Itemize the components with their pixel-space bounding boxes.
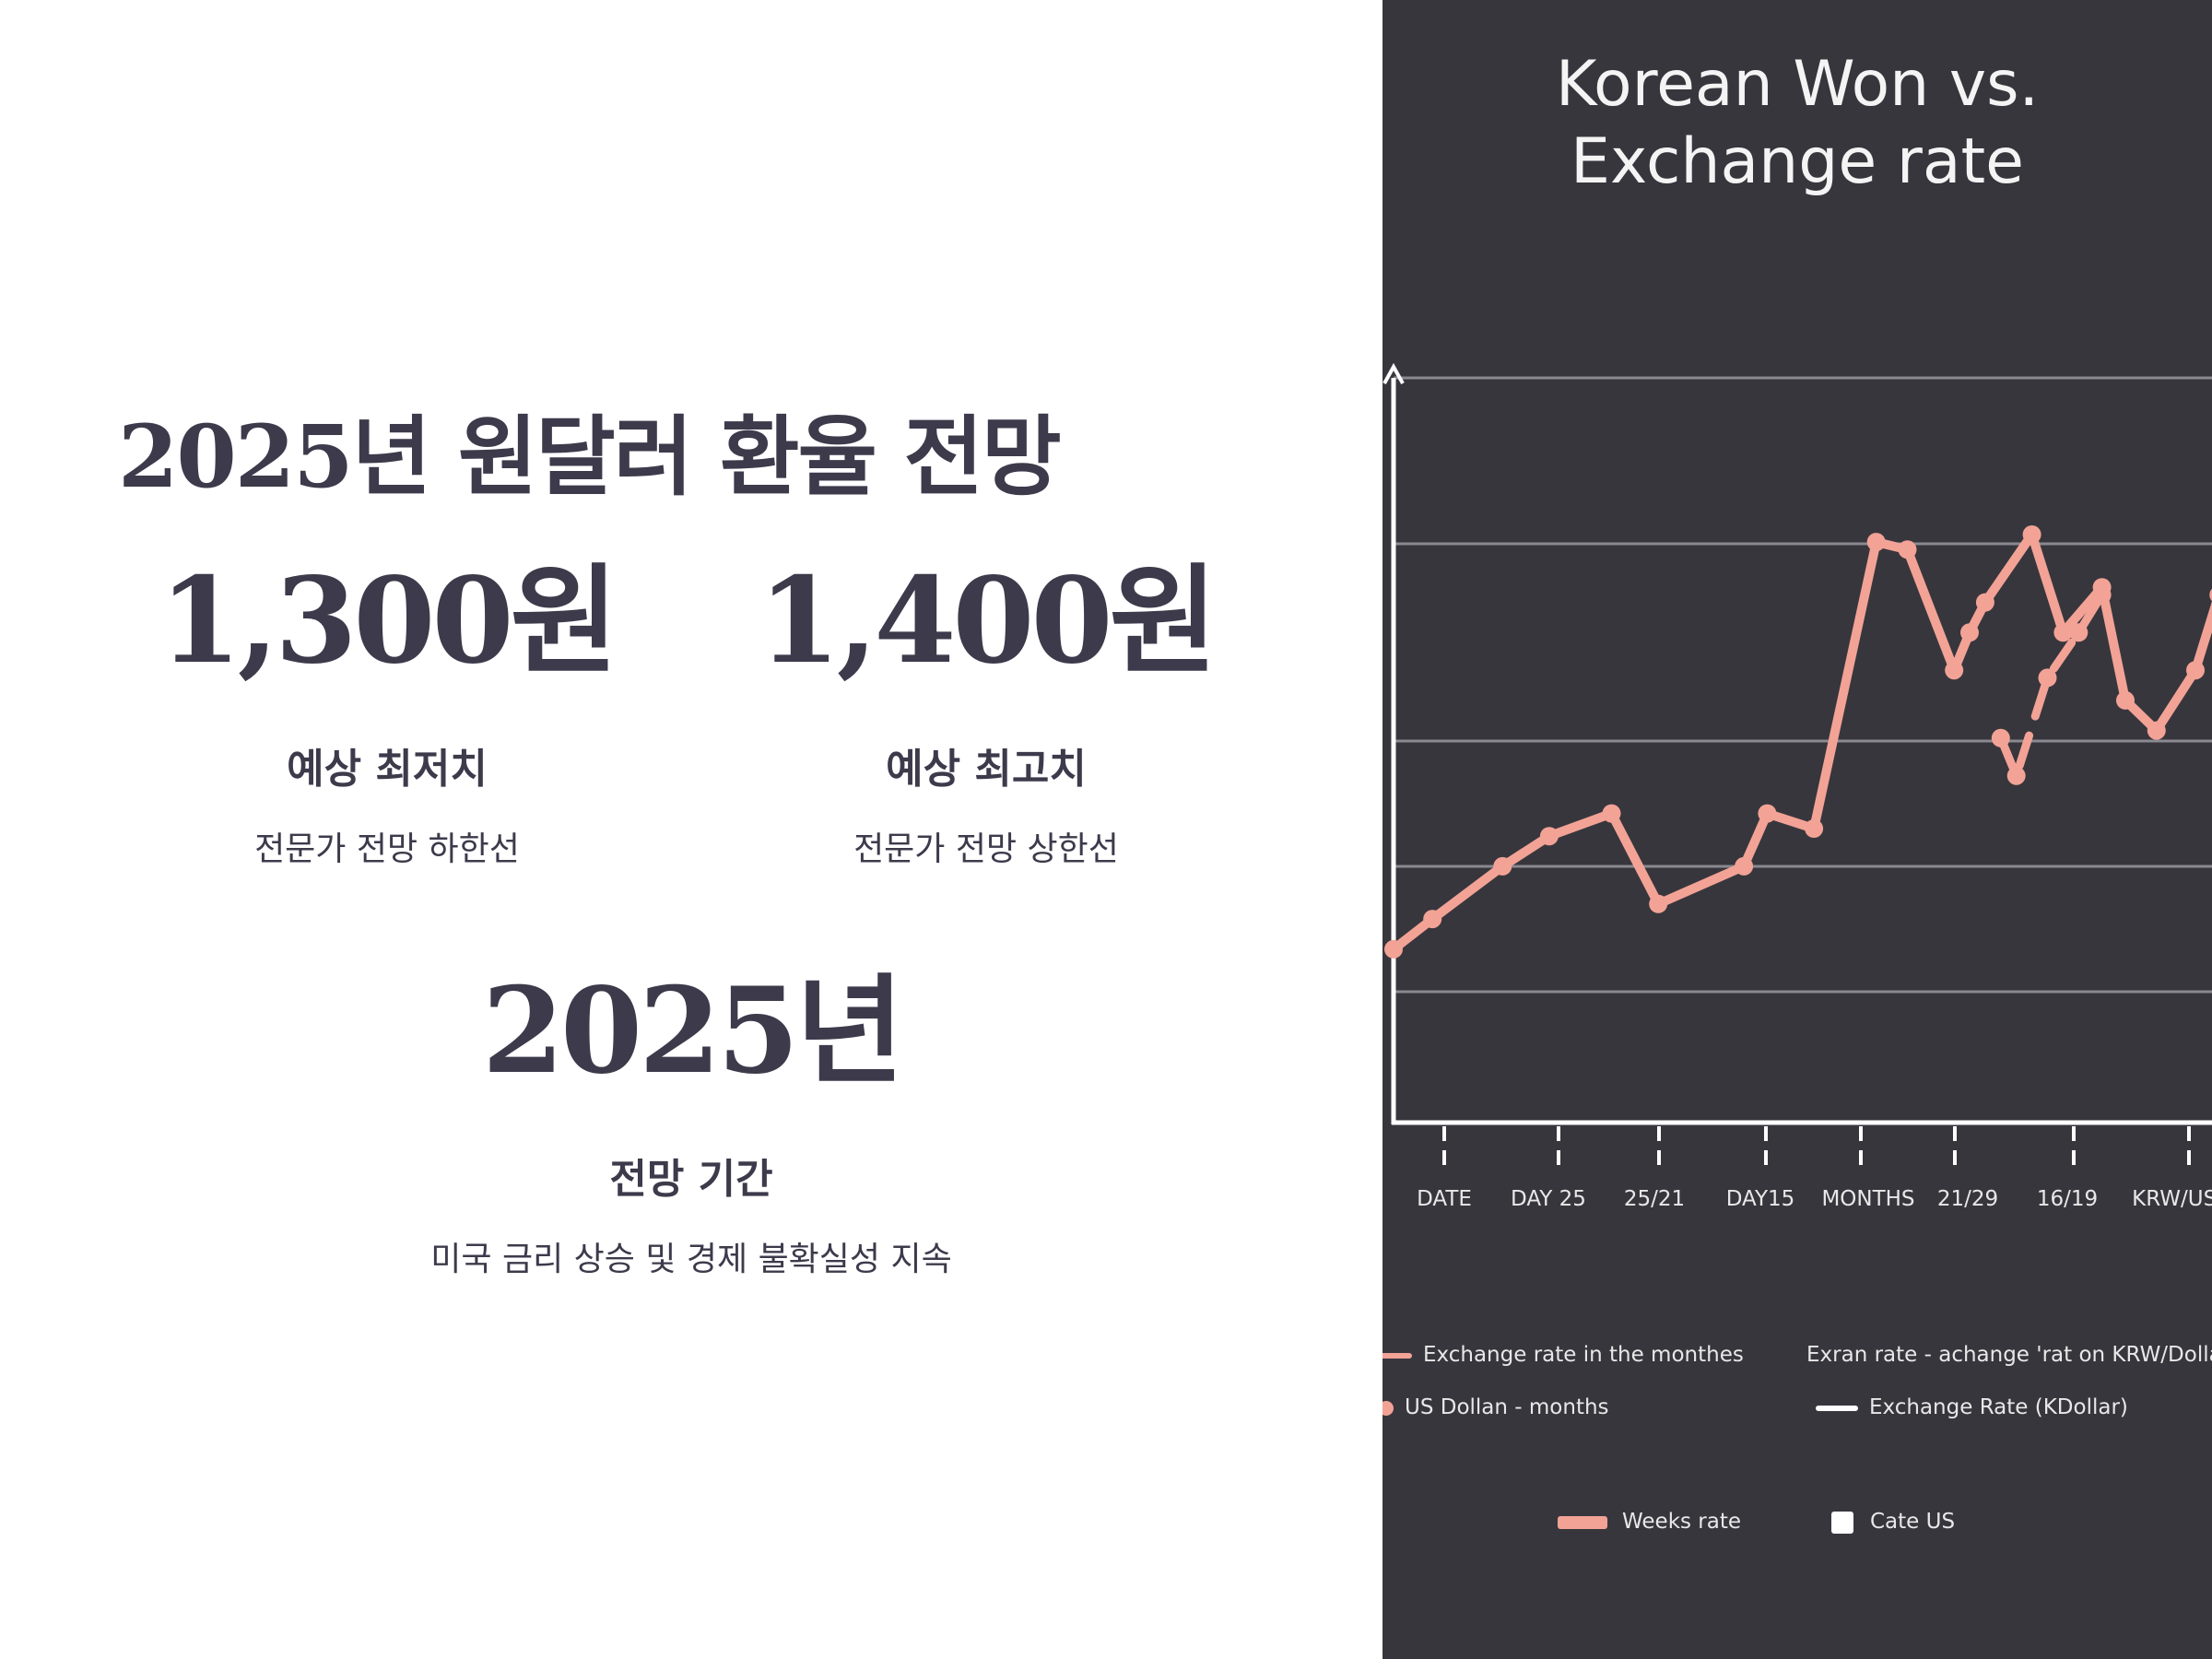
page-title: 2025년 원달러 환율 전망 bbox=[118, 406, 1062, 508]
x-tick-label: KRW/USD bbox=[2132, 1187, 2212, 1211]
data-point bbox=[2038, 668, 2057, 688]
legend-label: Weeks rate bbox=[1622, 1510, 1742, 1534]
stat-max-value: 1,400원 bbox=[758, 552, 1218, 690]
stat-max: 1,400원 예상 최고치 전문가 전망 상한선 bbox=[728, 562, 1244, 870]
data-point bbox=[1423, 910, 1442, 929]
legend-item-usd: US Dollan - months bbox=[1382, 1395, 1609, 1419]
legend-item-cate-us: Cate US bbox=[1831, 1510, 1955, 1534]
data-point bbox=[2116, 690, 2135, 710]
legend-label: US Dollan - months bbox=[1405, 1395, 1609, 1419]
legend-square-icon bbox=[1831, 1511, 1853, 1534]
data-point bbox=[2092, 585, 2112, 605]
legend-line-icon bbox=[1816, 1405, 1858, 1411]
series-line-2 bbox=[1996, 590, 2107, 781]
legend-item-weeks: Weeks rate bbox=[1558, 1510, 1741, 1534]
exchange-rate-chart: DATE DAY 25 25/21 DAY15 MONTHS 21/29 16/19 KRW/… bbox=[1382, 362, 2212, 1211]
legend-label: Exran rate - achange 'rat on KRW/Dollars bbox=[1806, 1343, 2212, 1367]
x-tick-label: DATE bbox=[1417, 1187, 1472, 1211]
stat-min-value: 1,300원 bbox=[159, 552, 619, 690]
chart-panel: Korean Won vs. Exchange rate DATE DAY 25 25… bbox=[1382, 0, 2212, 1659]
legend-label: Cate US bbox=[1870, 1510, 1956, 1534]
stat-min-label: 예상 최저치 bbox=[287, 746, 488, 793]
data-point bbox=[1384, 939, 1403, 959]
data-point bbox=[1493, 856, 1512, 876]
data-point bbox=[1602, 804, 1621, 823]
legend-label: Exchange Rate (KDollar) bbox=[1869, 1395, 2128, 1419]
x-tick-label: DAY15 bbox=[1726, 1187, 1795, 1211]
data-point bbox=[1898, 540, 1917, 559]
legend-label: Exchange rate in the monthes bbox=[1423, 1343, 1744, 1367]
x-tick-label: DAY 25 bbox=[1511, 1187, 1586, 1211]
legend-item-monthly: Exchange rate in the monthes bbox=[1382, 1343, 1744, 1367]
x-tick-label: 21/29 bbox=[1937, 1187, 1998, 1211]
stat-max-label: 예상 최고치 bbox=[886, 746, 1087, 793]
stat-period-value: 2025년 bbox=[481, 962, 904, 1100]
legend-line-icon bbox=[1382, 1352, 1412, 1359]
data-point bbox=[2209, 588, 2212, 602]
data-point bbox=[2006, 766, 2026, 785]
legend-item-krw: Exran rate - achange 'rat on KRW/Dollars bbox=[1806, 1343, 2212, 1367]
stat-period-label: 전망 기간 bbox=[609, 1156, 773, 1203]
data-point bbox=[2069, 623, 2088, 642]
data-point bbox=[2147, 721, 2166, 740]
x-tick-label: 16/19 bbox=[2037, 1187, 2098, 1211]
stat-period-desc: 미국 금리 상승 및 경제 불확실성 지속 bbox=[430, 1241, 952, 1278]
data-point bbox=[1805, 819, 1824, 838]
stat-min-desc: 전문가 전망 하한선 bbox=[254, 830, 520, 868]
data-point bbox=[1539, 827, 1559, 846]
data-point bbox=[1758, 804, 1777, 823]
y-axis-arrow bbox=[1382, 362, 1405, 384]
data-point bbox=[2022, 525, 2041, 544]
stat-period: 2025년 전망 기간 미국 금리 상승 및 경제 불확실성 지속 bbox=[369, 972, 1014, 1280]
x-tick-label: MONTHS bbox=[1821, 1187, 1914, 1211]
data-point bbox=[2053, 623, 2073, 642]
data-point bbox=[1991, 728, 2010, 747]
x-tick-label: 25/21 bbox=[1624, 1187, 1685, 1211]
data-point bbox=[1975, 593, 1994, 612]
chart-title: Korean Won vs. Exchange rate bbox=[1555, 48, 2040, 198]
legend-bar-icon bbox=[1558, 1515, 1607, 1529]
stat-min: 1,300원 예상 최저치 전문가 전망 하한선 bbox=[129, 562, 645, 870]
stat-max-desc: 전문가 전망 상한선 bbox=[853, 830, 1119, 868]
legend-item-kdollar: Exchange Rate (KDollar) bbox=[1816, 1395, 2128, 1419]
data-point bbox=[1960, 623, 1979, 642]
data-point bbox=[2186, 661, 2205, 680]
legend-dot-icon bbox=[1382, 1400, 1394, 1416]
data-point bbox=[1866, 533, 1886, 552]
data-point bbox=[1735, 856, 1754, 876]
data-point bbox=[1945, 661, 1964, 680]
data-point bbox=[1649, 894, 1668, 913]
summary-panel: 2025년 원달러 환율 전망 1,300원 예상 최저치 전문가 전망 하한선… bbox=[118, 406, 1244, 1280]
